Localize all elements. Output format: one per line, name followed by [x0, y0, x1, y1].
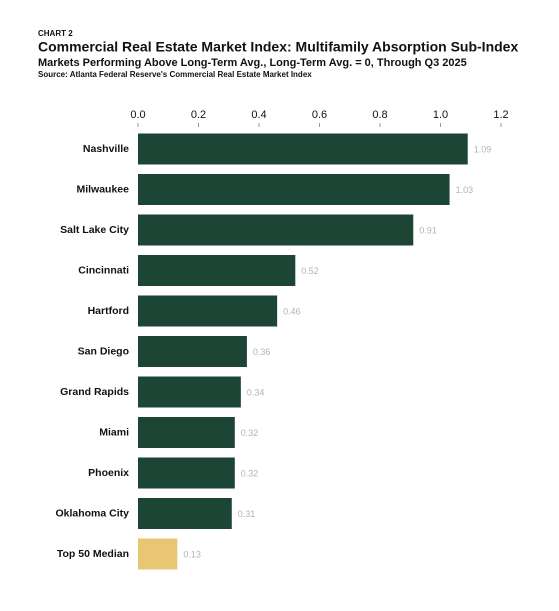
- x-tick-label: 1.0: [433, 109, 448, 121]
- y-tick-label: Nashville: [83, 143, 129, 155]
- bar: [138, 174, 450, 205]
- bar: [138, 133, 468, 165]
- bar: [138, 336, 247, 367]
- bar: [138, 498, 232, 529]
- value-label: 0.34: [247, 387, 265, 397]
- x-tick-label: 0.8: [372, 109, 387, 121]
- value-label: 0.46: [283, 306, 301, 316]
- x-tick-label: 1.2: [493, 109, 508, 121]
- value-label: 0.36: [253, 347, 271, 357]
- chart-title: Commercial Real Estate Market Index: Mul…: [38, 39, 518, 55]
- y-tick-label: Hartford: [88, 305, 129, 317]
- x-tick-label: 0.6: [312, 109, 327, 121]
- y-tick-label: Cincinnati: [78, 264, 129, 276]
- value-label: 0.32: [241, 468, 259, 478]
- chart-subtitle: Markets Performing Above Long-Term Avg.,…: [38, 57, 467, 69]
- value-label: 0.91: [419, 225, 437, 235]
- y-tick-label: Top 50 Median: [57, 548, 129, 560]
- value-label: 0.13: [183, 549, 201, 559]
- x-tick-label: 0.2: [191, 109, 206, 121]
- bar: [138, 255, 296, 286]
- value-label: 0.32: [241, 428, 259, 438]
- value-label: 1.03: [456, 185, 474, 195]
- value-label: 1.09: [474, 144, 492, 154]
- x-tick-label: 0.4: [251, 109, 266, 121]
- bar: [138, 417, 235, 448]
- y-tick-label: Oklahoma City: [55, 507, 129, 519]
- y-tick-label: Miami: [99, 426, 129, 438]
- y-tick-label: Salt Lake City: [60, 224, 129, 236]
- y-tick-label: Milwaukee: [76, 183, 129, 195]
- bar: [138, 214, 414, 246]
- x-tick-label: 0.0: [130, 109, 145, 121]
- bar: [138, 457, 235, 489]
- y-tick-label: San Diego: [78, 345, 129, 357]
- value-label: 0.52: [301, 266, 319, 276]
- bar: [138, 538, 178, 570]
- y-tick-label: Phoenix: [88, 467, 129, 479]
- chart-source: Source: Atlanta Federal Reserve's Commer…: [38, 70, 312, 79]
- bar: [138, 295, 278, 327]
- y-tick-label: Grand Rapids: [60, 386, 129, 398]
- bar: [138, 376, 241, 408]
- value-label: 0.31: [238, 509, 256, 519]
- chart-label: CHART 2: [38, 29, 73, 38]
